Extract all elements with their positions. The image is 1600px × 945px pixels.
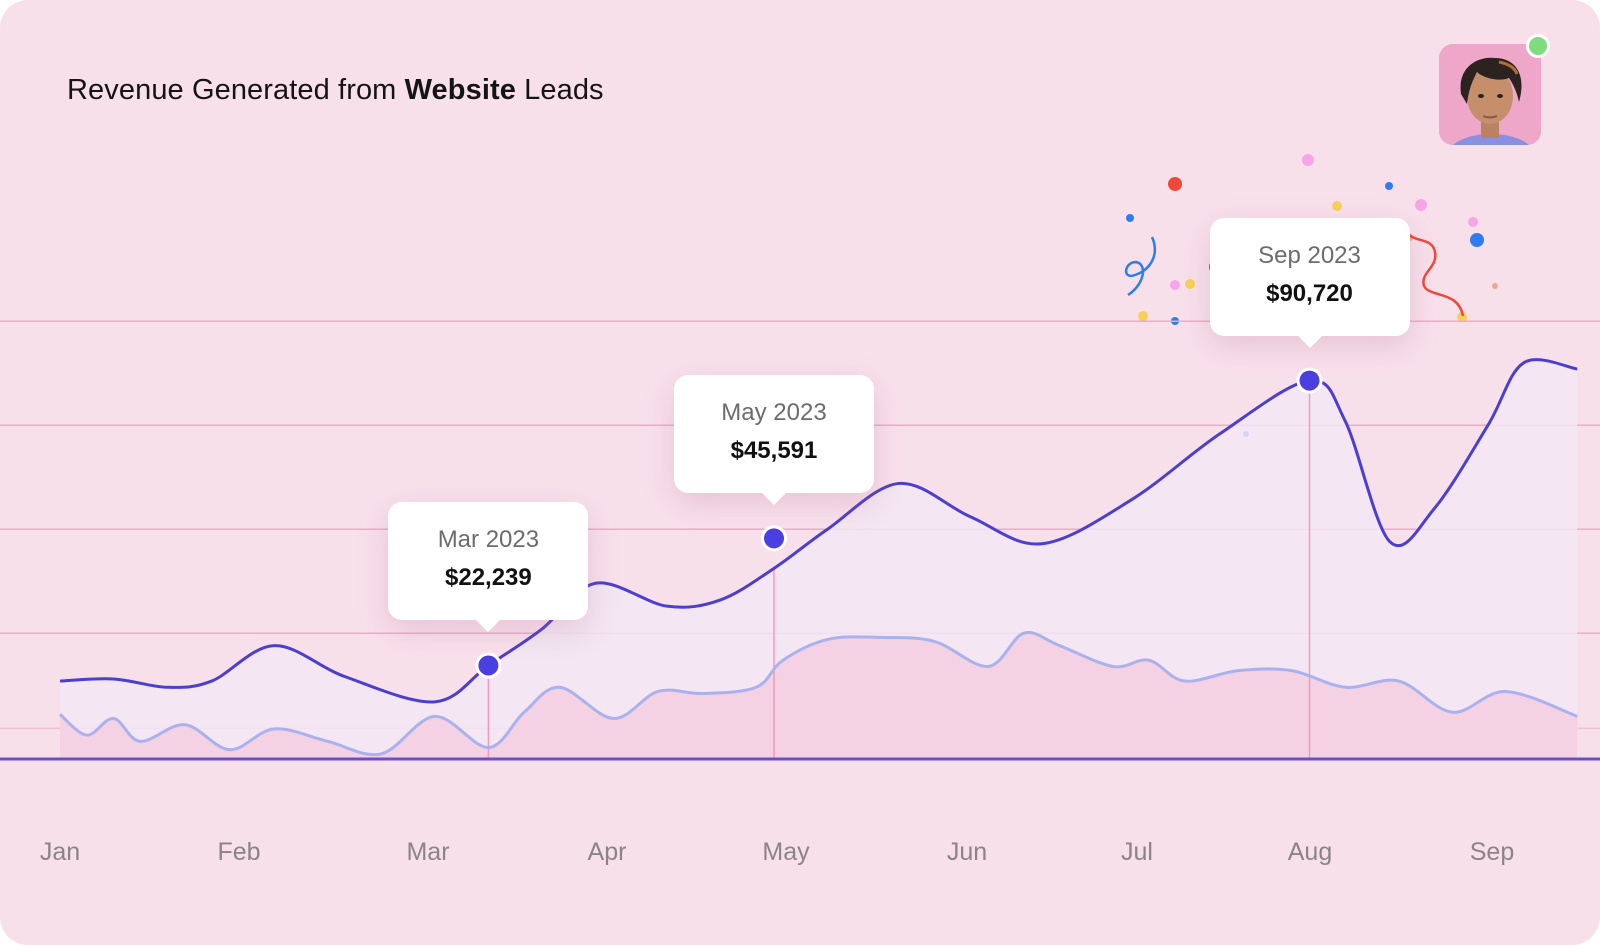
x-axis-label-feb: Feb — [217, 838, 261, 866]
highlight-markers — [475, 367, 1323, 679]
x-axis-label-apr: Apr — [587, 838, 627, 866]
confetti-piece — [1415, 199, 1427, 211]
highlight-vertical-lines — [487, 380, 1311, 758]
confetti-piece — [1468, 217, 1478, 227]
x-axis-label-may: May — [762, 838, 810, 866]
chart-lines — [0, 358, 1600, 761]
confetti-piece — [1170, 280, 1180, 290]
confetti-piece — [1138, 311, 1148, 321]
x-axis-label-aug: Aug — [1287, 838, 1333, 866]
tooltip-value: $45,591 — [730, 437, 818, 465]
tooltip-date: Sep 2023 — [1258, 241, 1361, 269]
x-axis-label-sep: Sep — [1469, 838, 1515, 866]
confetti-piece — [1126, 214, 1134, 222]
avatar-photo-icon — [1439, 44, 1541, 145]
confetti-piece — [1385, 182, 1393, 190]
x-axis-label-jan: Jan — [39, 838, 81, 866]
tooltip-sep-2023: Sep 2023 $90,720 — [1209, 217, 1410, 348]
confetti-piece — [1470, 233, 1484, 247]
tooltip-date: May 2023 — [721, 399, 827, 427]
confetti-piece — [1168, 177, 1182, 191]
chart-title: Revenue Generated from Website Leads — [67, 74, 604, 107]
highlight-marker — [478, 655, 499, 676]
x-axis-label-mar: Mar — [406, 838, 450, 866]
revenue-line — [59, 358, 1578, 704]
confetti-piece — [1185, 279, 1195, 289]
confetti-ribbon — [1124, 236, 1157, 297]
user-avatar[interactable] — [1439, 44, 1541, 145]
highlight-marker — [764, 528, 784, 549]
tooltip-value: $22,239 — [445, 564, 532, 592]
baseline-revenue-area — [60, 632, 1578, 758]
title-suffix: Leads — [515, 74, 604, 106]
online-status-indicator — [1526, 34, 1550, 58]
title-prefix: Revenue Generated from — [67, 74, 405, 106]
tooltip-mar-2023: Mar 2023 $22,239 — [388, 502, 589, 633]
baseline-revenue-line — [59, 631, 1578, 757]
confetti-piece — [1457, 312, 1467, 322]
confetti-piece — [1302, 154, 1314, 166]
tooltip-date: Mar 2023 — [437, 526, 540, 554]
revenue-area — [60, 359, 1578, 758]
tooltip-may-2023: May 2023 $45,591 — [674, 375, 874, 506]
highlight-marker — [1299, 370, 1320, 391]
tooltip-value: $90,720 — [1266, 279, 1353, 307]
x-axis-label-jul: Jul — [1121, 838, 1153, 866]
chart-areas — [60, 359, 1578, 758]
x-axis-label-jun: Jun — [946, 838, 988, 866]
confetti-piece — [1492, 283, 1498, 289]
title-bold: Website — [404, 74, 516, 106]
confetti-ribbon — [1404, 229, 1465, 317]
confetti-piece — [1332, 201, 1342, 211]
